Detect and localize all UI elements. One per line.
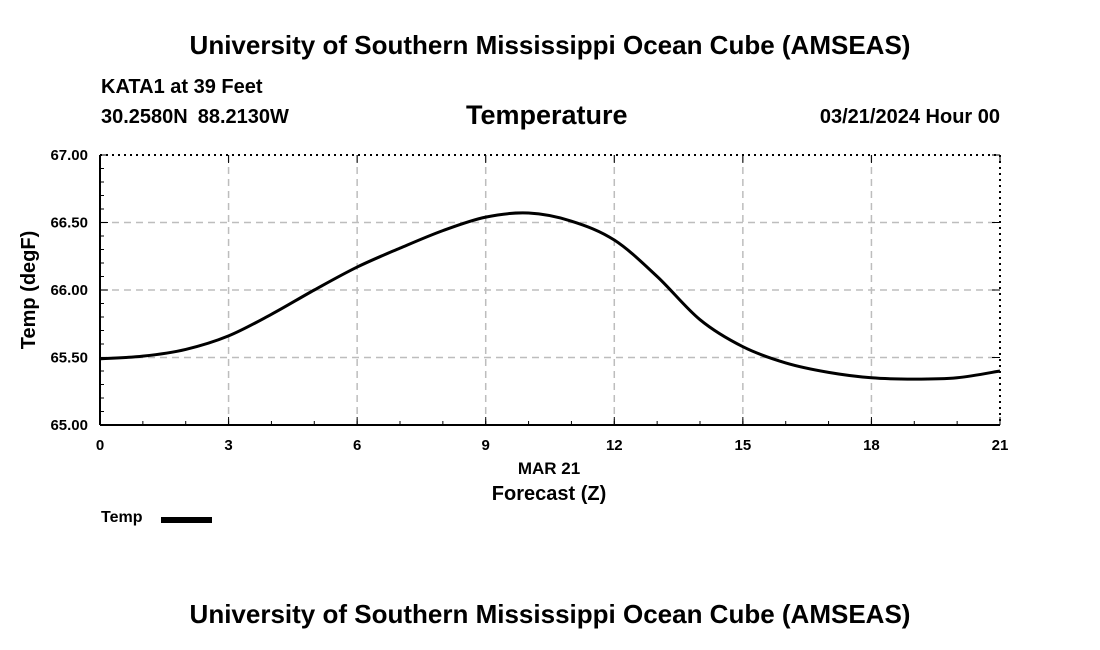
temp-series-line [99,211,1001,381]
y-axis-label: Temp (degF) [18,231,40,350]
chart-title: Temperature [466,100,628,130]
x-tick-label: 9 [482,437,490,454]
institution-title: University of Southern Mississippi Ocean… [189,30,911,60]
x-tick-label: 18 [863,437,880,454]
y-tick-label: 67.00 [50,147,88,164]
y-tick-label: 65.00 [50,417,88,434]
x-axis-date-label: MAR 21 [518,459,580,478]
x-tick-label: 6 [353,437,361,454]
grid [100,155,1000,425]
y-tick-label: 66.50 [50,215,88,232]
y-tick-label: 66.00 [50,282,88,299]
x-tick-label: 3 [224,437,232,454]
longitude: 88.2130W [197,106,289,128]
y-tick-label: 65.50 [50,350,88,367]
x-axis-label: Forecast (Z) [492,483,606,505]
x-tick-label: 12 [606,437,623,454]
forecast-datetime: 03/21/2024 Hour 00 [819,106,1000,128]
x-tick-label: 0 [96,437,104,454]
legend-swatch [161,517,212,523]
axes: 0 3 6 9 12 15 18 21 65.00 65.50 66.00 66.50 67.00 [50,147,1008,454]
x-tick-label: 15 [735,437,752,454]
legend-label: Temp [101,509,143,526]
series-layer [99,211,1001,381]
axis-labels: MAR 21 Forecast (Z) Temp (degF) [18,231,606,505]
x-tick-label: 21 [992,437,1009,454]
station-label: KATA1 at 39 Feet [101,76,263,98]
station-coordinates: 30.2580N 88.2130W [101,106,289,129]
institution-title-footer: University of Southern Mississippi Ocean… [189,599,911,629]
latitude: 30.2580N [101,106,188,128]
